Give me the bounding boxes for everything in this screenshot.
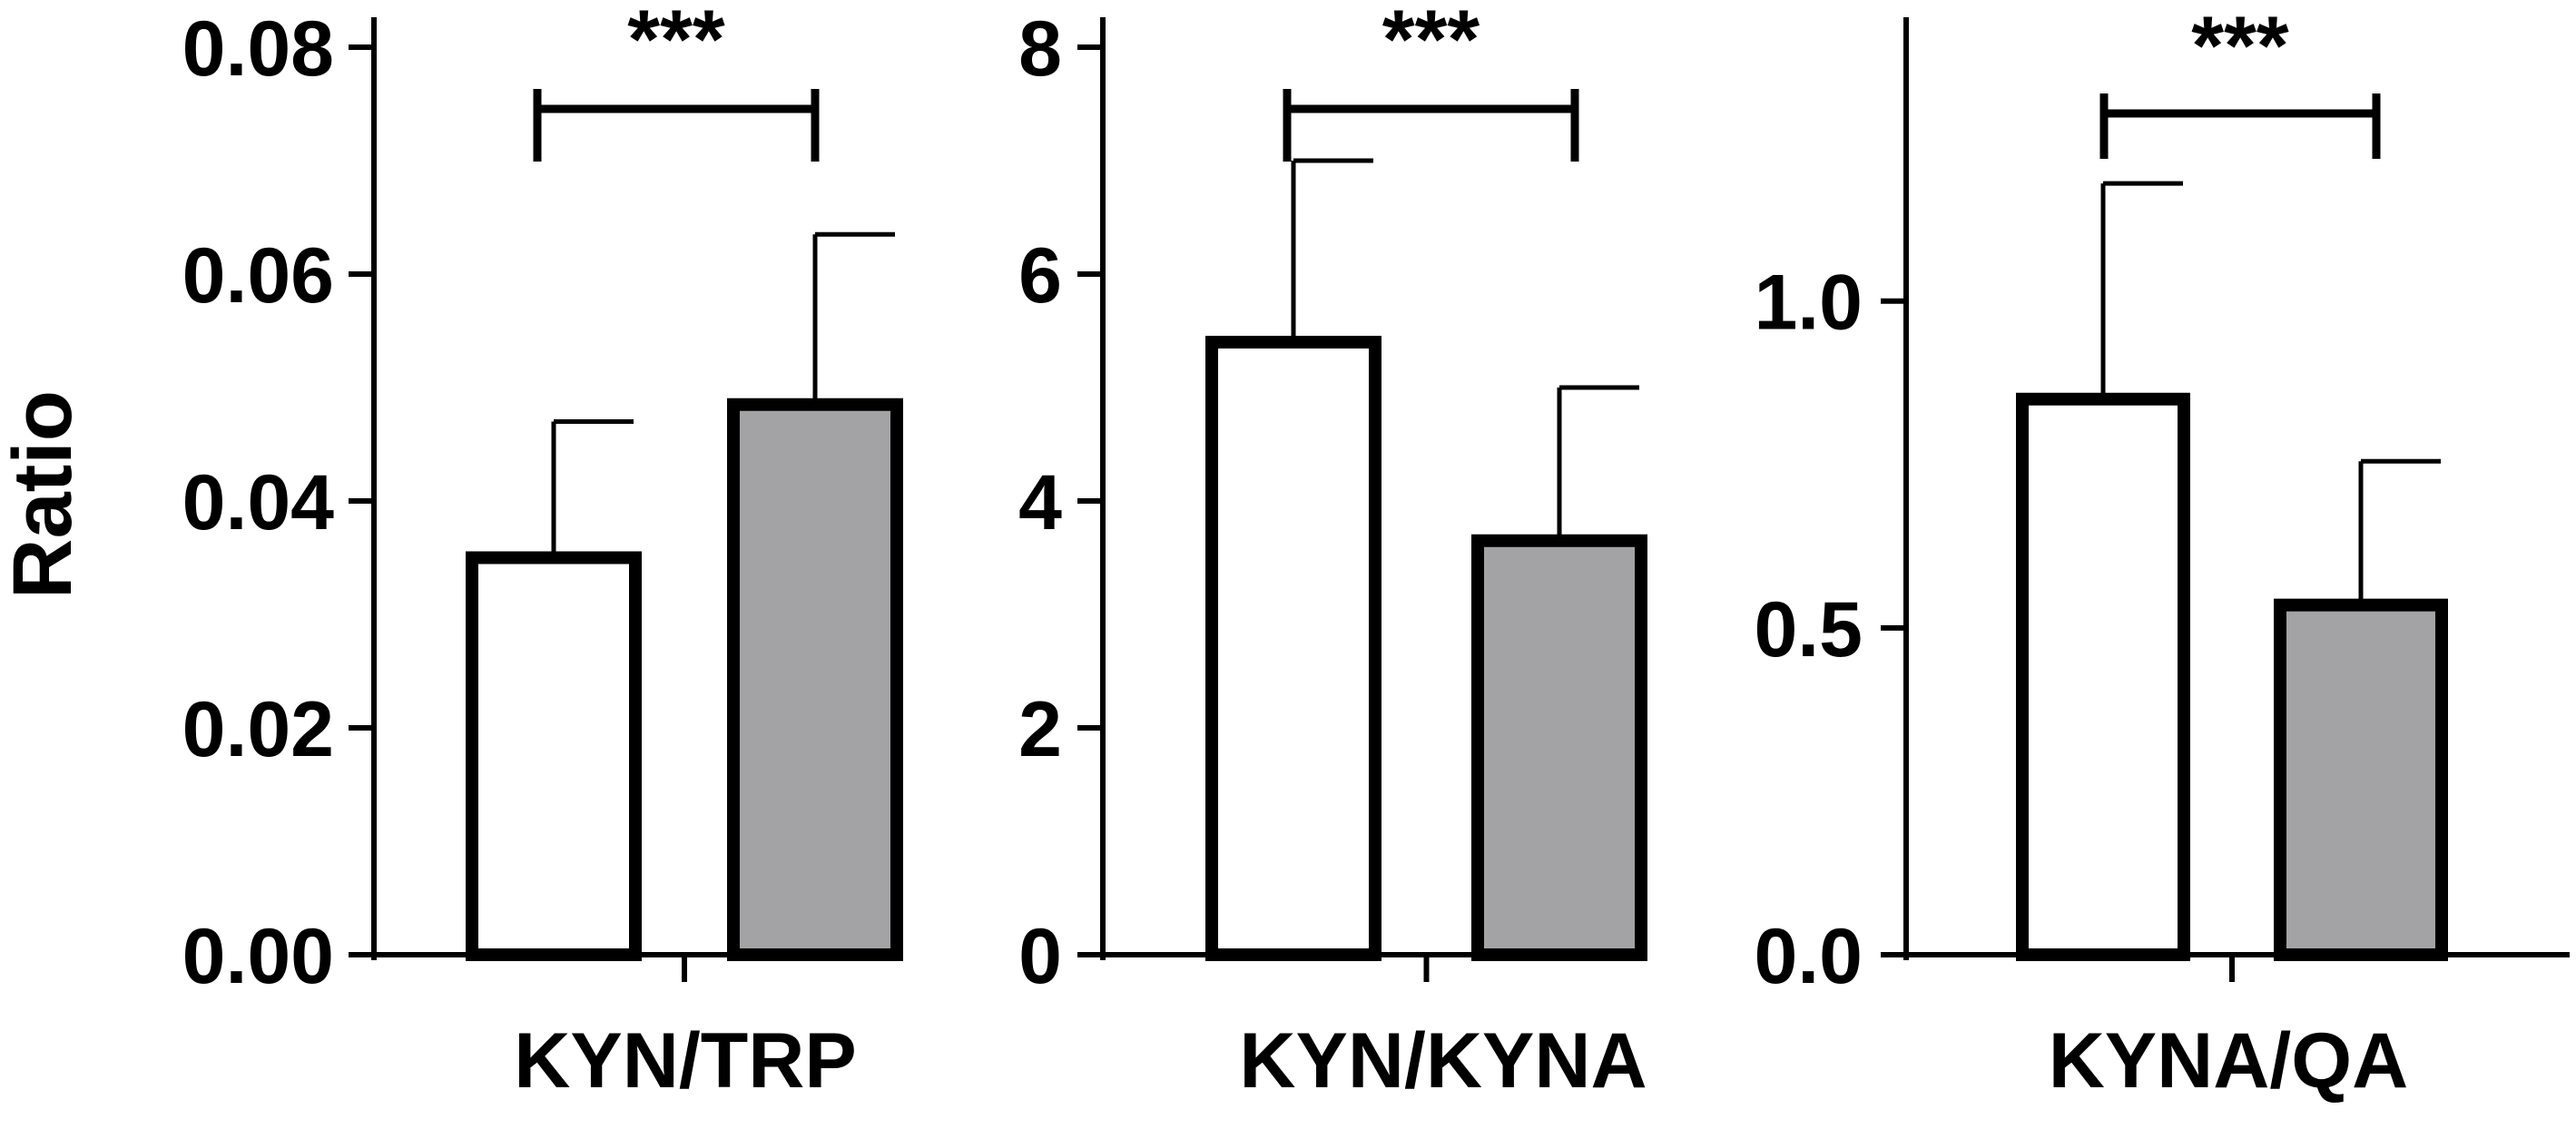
y-tick-label: 0: [1018, 913, 1062, 1000]
y-tick-label: 2: [1018, 686, 1062, 773]
chart-panel-1: 0.00 0.02 0.04 0.06 0.08 *** KYN/TRP: [182, 0, 903, 1104]
significance-label: ***: [2191, 0, 2289, 93]
bar-2: [727, 398, 903, 961]
y-tick-label: 0.06: [182, 232, 334, 319]
panels: 0.00 0.02 0.04 0.06 0.08 *** KYN/TRP 0 2 4 6 8 *** KY…: [182, 0, 2570, 1104]
chart-panel-3: 0.0 0.5 1.0 *** KYNA/QA: [1754, 0, 2570, 1104]
y-tick-label: 6: [1018, 232, 1062, 319]
bar-1: [2016, 392, 2190, 961]
y-tick-label: 0.08: [182, 5, 334, 93]
y-tick-label: 1.0: [1754, 260, 1863, 347]
y-tick-label: 0.00: [182, 913, 334, 1000]
chart-panel-2: 0 2 4 6 8 *** KYN/KYNA: [1018, 0, 1647, 1104]
category-label: KYN/KYNA: [1239, 1017, 1647, 1104]
y-axis-label: Ratio: [0, 390, 89, 599]
category-label: KYN/TRP: [514, 1017, 856, 1104]
significance-label: ***: [1382, 0, 1480, 86]
y-tick-label: 0.5: [1754, 586, 1863, 673]
y-tick-label: 8: [1018, 5, 1062, 93]
bar-1: [466, 551, 642, 961]
y-tick-label: 0.0: [1754, 913, 1863, 1000]
bar-1: [1205, 336, 1381, 961]
category-label: KYNA/QA: [2049, 1017, 2409, 1104]
y-tick-label: 4: [1018, 459, 1062, 546]
y-tick-label: 0.02: [182, 686, 334, 773]
y-tick-label: 0.04: [182, 459, 335, 546]
bar-2: [1471, 534, 1647, 961]
significance-label: ***: [627, 0, 725, 86]
bar-2: [2274, 598, 2448, 961]
